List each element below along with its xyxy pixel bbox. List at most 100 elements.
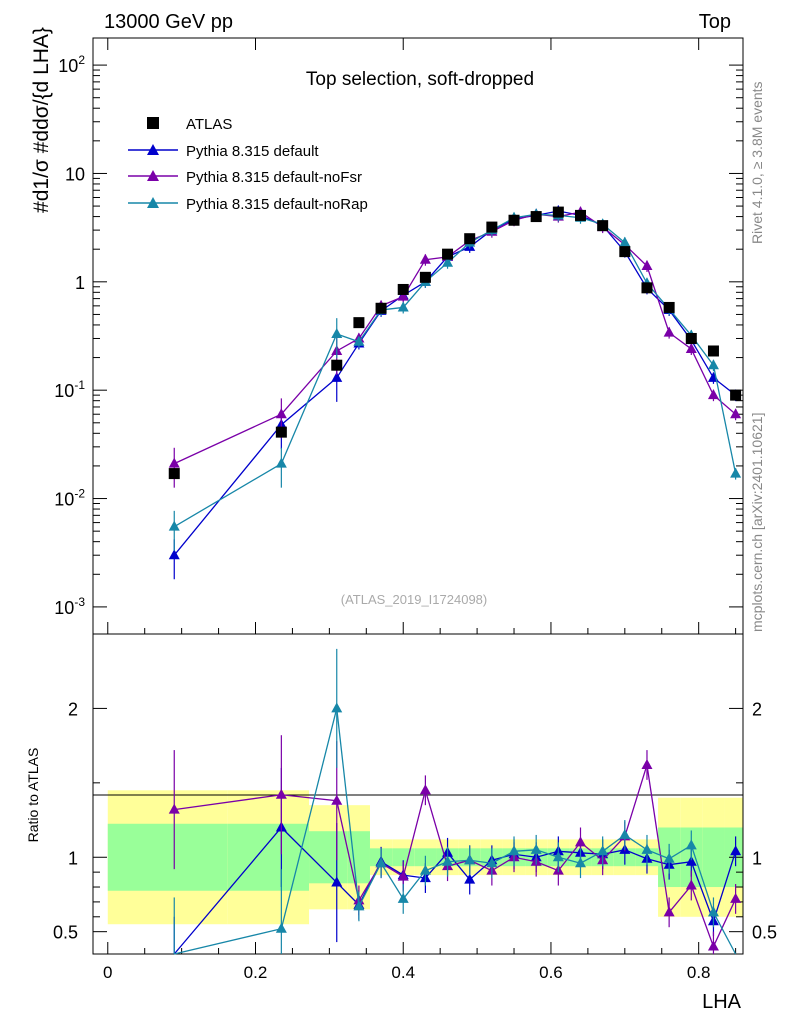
- marker-norap: [730, 467, 742, 478]
- legend-label-nofsr: Pythia 8.315 default-noFsr: [186, 169, 362, 186]
- marker-nofsr: [419, 253, 431, 264]
- marker-nofsr: [707, 389, 719, 400]
- axis-ticks: 0 0.2 0.4 0.6 0.8 10-3 10-2 10-1 1 10 102 0.5 0.5 1 1 2…: [53, 38, 777, 982]
- y-tick-label-main: 102: [58, 53, 85, 76]
- ratio-marker-nofsr: [419, 784, 431, 795]
- data-point-atlas: [168, 468, 180, 480]
- ratio-marker-norap: [597, 845, 609, 856]
- ratio-marker-norap: [619, 828, 631, 839]
- band-inner: [227, 823, 310, 891]
- marker-nofsr: [685, 342, 697, 353]
- ratio-marker-norap: [508, 845, 520, 856]
- side-label-bottom-text: mcplots.cern.ch [arXiv:2401.10621]: [749, 413, 765, 632]
- x-tick-label: 0.6: [539, 963, 563, 982]
- y-tick-label-ratio-right: 0.5: [752, 923, 777, 943]
- y-axis-label-main: #d1/σ #ddσ/{d LHA}: [30, 27, 53, 213]
- ratio-marker-nofsr: [275, 788, 287, 799]
- side-label-top: Rivet 4.1.0, ≥ 3.8M events: [749, 81, 765, 244]
- ratio-marker-norap: [419, 864, 431, 875]
- ratio-marker-nofsr: [663, 906, 675, 917]
- marker-norap: [168, 520, 180, 531]
- marker-default: [168, 549, 180, 560]
- y-tick-label-ratio-right: 2: [752, 699, 762, 719]
- data-point-atlas: [419, 271, 431, 283]
- x-axis-label: LHA: [702, 991, 742, 1013]
- marker-default: [331, 371, 343, 382]
- ratio-marker-norap: [663, 852, 675, 863]
- ratio-marker-norap: [464, 854, 476, 865]
- data-point-atlas: [730, 389, 742, 401]
- ratio-marker-default: [685, 855, 697, 866]
- marker-nofsr: [168, 457, 180, 468]
- ratio-marker-nofsr: [397, 870, 409, 881]
- y-tick-label-ratio-right: 1: [752, 848, 762, 868]
- band-inner: [702, 827, 725, 888]
- band-inner: [107, 823, 228, 891]
- band-inner: [309, 831, 348, 884]
- series-line-nofsr: [173, 211, 737, 465]
- marker-norap: [331, 327, 343, 338]
- ratio-marker-nofsr: [641, 758, 653, 769]
- y-tick-label-ratio: 2: [68, 699, 78, 719]
- ratio-marker-norap: [486, 857, 498, 868]
- ratio-marker-norap: [575, 857, 586, 868]
- data-point-atlas: [530, 211, 542, 223]
- data-point-atlas: [685, 332, 697, 344]
- marker-default: [707, 371, 719, 382]
- ratio-marker-nofsr: [685, 879, 697, 890]
- y-tick-label-ratio: 1: [68, 848, 78, 868]
- data-point-atlas: [508, 214, 520, 226]
- header-right: Top: [699, 11, 731, 33]
- x-tick-label: 0.2: [244, 963, 268, 982]
- y-tick-label-main: 10: [65, 164, 85, 184]
- ratio-marker-nofsr: [331, 794, 343, 805]
- series-line-norap: [173, 213, 737, 528]
- marker-nofsr: [397, 290, 409, 301]
- marker-nofsr: [275, 408, 287, 419]
- marker-nofsr: [663, 326, 675, 337]
- data-point-atlas: [619, 246, 631, 258]
- marker-norap: [397, 301, 409, 312]
- ratio-marker-norap: [275, 922, 287, 933]
- ratio-marker-norap: [331, 702, 343, 713]
- legend-marker-nofsr: [147, 170, 159, 181]
- ratio-marker-default: [331, 876, 343, 887]
- marker-nofsr: [730, 408, 742, 419]
- data-point-atlas: [663, 301, 675, 313]
- x-tick-label: 0.4: [391, 963, 415, 982]
- legend-marker-default: [147, 144, 159, 155]
- header-left: 13000 GeV pp: [104, 11, 233, 33]
- data-point-atlas: [464, 233, 476, 245]
- marker-norap: [275, 457, 287, 468]
- ratio-marker-norap: [397, 892, 409, 903]
- main-series: [168, 205, 742, 580]
- y-axis-label-ratio-text: Ratio to ATLAS: [25, 748, 41, 843]
- ratio-series: [168, 648, 742, 955]
- marker-norap: [619, 236, 631, 247]
- y-tick-label-main: 10-3: [54, 595, 85, 618]
- ratio-marker-nofsr: [730, 892, 742, 903]
- marker-nofsr: [641, 259, 653, 270]
- legend-label-default: Pythia 8.315 default: [186, 143, 319, 160]
- ratio-marker-nofsr: [168, 803, 180, 814]
- marker-norap: [707, 359, 719, 370]
- data-point-atlas: [275, 426, 287, 438]
- data-point-atlas: [486, 221, 498, 233]
- ratio-marker-norap: [685, 839, 697, 850]
- data-point-atlas: [552, 206, 564, 218]
- y-tick-label-main: 10-2: [54, 487, 85, 510]
- analysis-id: (ATLAS_2019_I1724098): [341, 592, 487, 607]
- legend-label-norap: Pythia 8.315 default-noRap: [186, 196, 368, 213]
- y-tick-label-ratio: 0.5: [53, 923, 78, 943]
- ratio-marker-norap: [552, 851, 564, 862]
- band-inner: [347, 831, 370, 884]
- series-line-default: [173, 210, 737, 556]
- data-point-atlas: [575, 209, 586, 221]
- side-label-bottom: mcplots.cern.ch [arXiv:2401.10621]: [749, 413, 765, 632]
- ratio-marker-norap: [375, 857, 387, 868]
- data-point-atlas: [331, 359, 343, 371]
- ratio-marker-norap: [353, 900, 365, 911]
- data-point-atlas: [397, 283, 409, 295]
- data-point-atlas: [641, 282, 653, 294]
- x-tick-label: 0: [103, 963, 112, 982]
